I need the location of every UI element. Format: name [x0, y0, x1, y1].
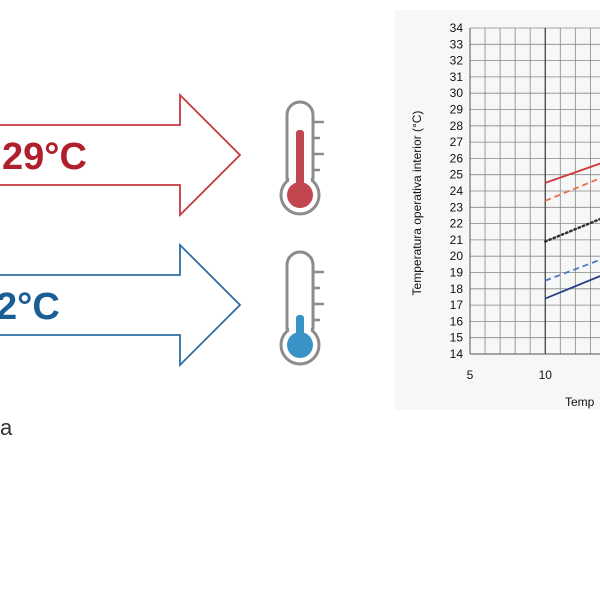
y-tick-label: 16 — [450, 314, 464, 328]
thermometer-cold-icon — [279, 250, 324, 366]
series-line-1 — [544, 162, 600, 184]
y-tick-label: 20 — [450, 249, 464, 263]
series-line-4 — [544, 258, 600, 282]
y-tick-label: 26 — [450, 151, 464, 165]
y-tick-label: 32 — [450, 54, 464, 68]
y-tick-label: 18 — [450, 282, 464, 296]
y-tick-label: 30 — [450, 86, 464, 100]
cold-arrow — [0, 242, 242, 368]
y-tick-label: 34 — [450, 21, 464, 35]
y-tick-label: 23 — [450, 200, 464, 214]
hot-temperature-label: 29°C — [2, 136, 87, 178]
x-tick-labels: 5 10 — [467, 368, 553, 382]
series-line-2 — [544, 177, 600, 202]
y-tick-label: 25 — [450, 168, 464, 182]
thermometer-hot-icon — [279, 100, 324, 216]
partial-text: a — [0, 415, 13, 440]
chart-panel: 14 15 16 17 18 19 20 21 22 23 24 25 26 27 28 29 30 31 32 33… — [395, 10, 600, 410]
x-tick-label: 5 — [467, 368, 474, 382]
y-tick-label: 21 — [450, 233, 464, 247]
y-tick-labels: 14 15 16 17 18 19 20 21 22 23 24 25 26 27 28 29 30 31 32 33… — [450, 21, 464, 361]
series-line-3 — [543, 217, 600, 243]
series-line-5 — [544, 275, 600, 300]
x-axis-title: Temp — [565, 395, 595, 409]
temperature-chart: 14 15 16 17 18 19 20 21 22 23 24 25 26 27 28 29 30 31 32 33… — [410, 21, 600, 409]
y-axis-title: Temperatura operativa interior (°C) — [410, 111, 424, 296]
y-tick-label: 28 — [450, 119, 464, 133]
y-tick-label: 29 — [450, 103, 464, 117]
grid — [469, 27, 600, 355]
y-tick-label: 14 — [450, 347, 464, 361]
y-tick-label: 27 — [450, 135, 464, 149]
y-tick-label: 17 — [450, 298, 464, 312]
y-tick-label: 31 — [450, 70, 464, 84]
y-tick-label: 33 — [450, 37, 464, 51]
y-tick-label: 15 — [450, 331, 464, 345]
hot-arrow — [0, 92, 242, 218]
x-tick-label: 10 — [539, 368, 553, 382]
cold-temperature-label: 2°C — [0, 286, 60, 328]
series-lines — [543, 162, 600, 300]
y-tick-label: 22 — [450, 217, 464, 231]
y-tick-label: 24 — [450, 184, 464, 198]
y-tick-label: 19 — [450, 266, 464, 280]
